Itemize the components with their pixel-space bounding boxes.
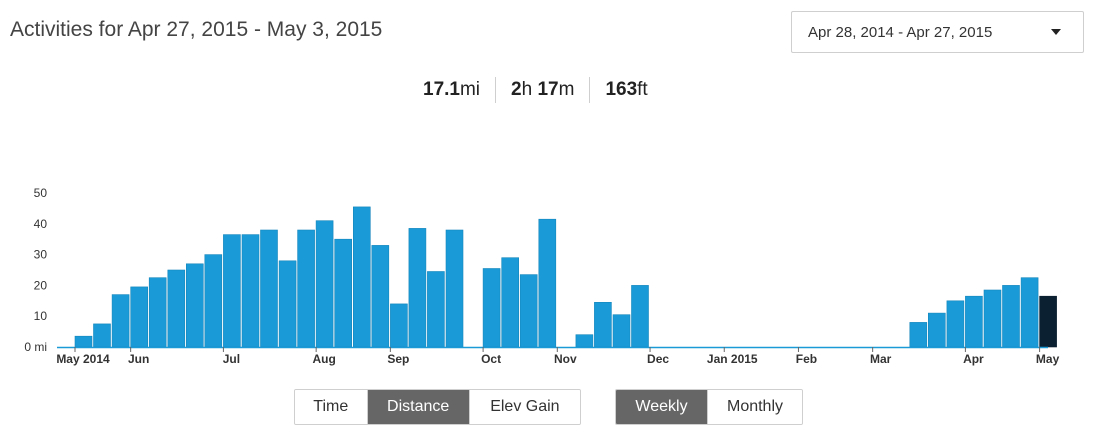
- bar: [241, 234, 260, 348]
- monthly-button[interactable]: Monthly: [708, 390, 802, 424]
- stat-time: 2h 17m: [496, 79, 589, 101]
- bar: [631, 285, 649, 348]
- x-tick-label: Mar: [870, 352, 892, 366]
- x-tick-label: Jan 2015: [707, 352, 758, 366]
- bar: [390, 303, 408, 348]
- bar: [519, 274, 538, 348]
- y-tick-label: 0 mi: [24, 340, 47, 354]
- caret-down-icon: [1051, 29, 1061, 35]
- stat-elevation: 163ft: [590, 79, 662, 101]
- stat-divider: [495, 77, 497, 103]
- bar: [315, 220, 334, 348]
- x-tick-label: Dec: [647, 352, 669, 366]
- bar: [927, 312, 946, 348]
- bar: [575, 334, 594, 348]
- y-tick-label: 50: [34, 186, 48, 200]
- stat-distance: 17.1mi: [408, 79, 495, 101]
- stat-divider: [589, 77, 591, 103]
- bar: [445, 229, 464, 348]
- bar: [909, 322, 928, 348]
- y-tick-label: 20: [34, 278, 48, 292]
- stat-time-hours-unit: h: [521, 79, 533, 100]
- y-tick-label: 30: [34, 248, 48, 262]
- y-tick-label: 10: [34, 309, 48, 323]
- stat-elevation-value: 163: [605, 79, 638, 100]
- bar: [538, 218, 557, 348]
- bar: [1002, 285, 1020, 348]
- period-toggle: Weekly Monthly: [615, 389, 803, 425]
- bar: [371, 245, 390, 348]
- bar: [148, 277, 167, 348]
- bar: [130, 286, 148, 348]
- metric-toggle: Time Distance Elev Gain: [294, 389, 581, 425]
- bar: [427, 271, 445, 348]
- x-tick-label: Oct: [481, 352, 501, 366]
- bar: [983, 289, 1002, 348]
- bar: [93, 323, 111, 348]
- x-tick-label: Nov: [554, 352, 577, 366]
- bar: [352, 206, 371, 348]
- stat-time-minutes-unit: m: [558, 79, 575, 100]
- time-button[interactable]: Time: [295, 390, 368, 424]
- bar: [278, 260, 297, 348]
- bar: [594, 302, 612, 348]
- stat-distance-unit: mi: [459, 79, 481, 100]
- bar: [186, 263, 204, 348]
- x-tick-label: Jun: [128, 352, 149, 366]
- bar-selected: [1039, 295, 1057, 348]
- y-tick-label: 40: [34, 217, 48, 231]
- bar: [223, 234, 241, 348]
- x-tick-label: Jul: [223, 352, 240, 366]
- stat-distance-value: 17.1: [423, 79, 460, 100]
- weekly-button[interactable]: Weekly: [616, 390, 709, 424]
- stat-time-minutes: 17: [537, 79, 559, 100]
- bar: [501, 257, 520, 348]
- bar: [965, 295, 983, 348]
- date-range-select[interactable]: Apr 28, 2014 - Apr 27, 2015: [791, 11, 1084, 53]
- bar: [74, 335, 93, 348]
- bar: [1020, 277, 1039, 348]
- distance-button[interactable]: Distance: [367, 390, 470, 424]
- bar: [408, 228, 427, 348]
- stat-elevation-unit: ft: [637, 79, 648, 100]
- stat-time-hours: 2: [511, 79, 522, 100]
- bar: [111, 294, 130, 348]
- date-range-select-value: Apr 28, 2014 - Apr 27, 2015: [808, 23, 993, 41]
- x-tick-label: Aug: [312, 352, 335, 366]
- x-tick-label: Sep: [387, 352, 409, 366]
- bar: [612, 314, 631, 348]
- x-tick-label: May: [1036, 352, 1060, 366]
- bar: [297, 229, 315, 348]
- bar: [260, 229, 278, 348]
- elev-gain-button[interactable]: Elev Gain: [469, 390, 580, 424]
- bar: [334, 238, 353, 348]
- weekly-distance-chart: 0 mi 10 20 30 40 50 May 2014 Jun Jul Aug Sep Oct Nov…: [24, 186, 1060, 366]
- x-tick-label: May 2014: [56, 352, 110, 366]
- x-tick-label: Feb: [796, 352, 817, 366]
- page-title: Activities for Apr 27, 2015 - May 3, 201…: [10, 18, 383, 41]
- bar: [167, 269, 186, 348]
- summary-stats: 17.1mi 2h 17m 163ft: [408, 77, 663, 103]
- x-tick-label: Apr: [963, 352, 984, 366]
- bar: [204, 254, 223, 348]
- bar: [482, 268, 501, 348]
- bar: [946, 300, 965, 348]
